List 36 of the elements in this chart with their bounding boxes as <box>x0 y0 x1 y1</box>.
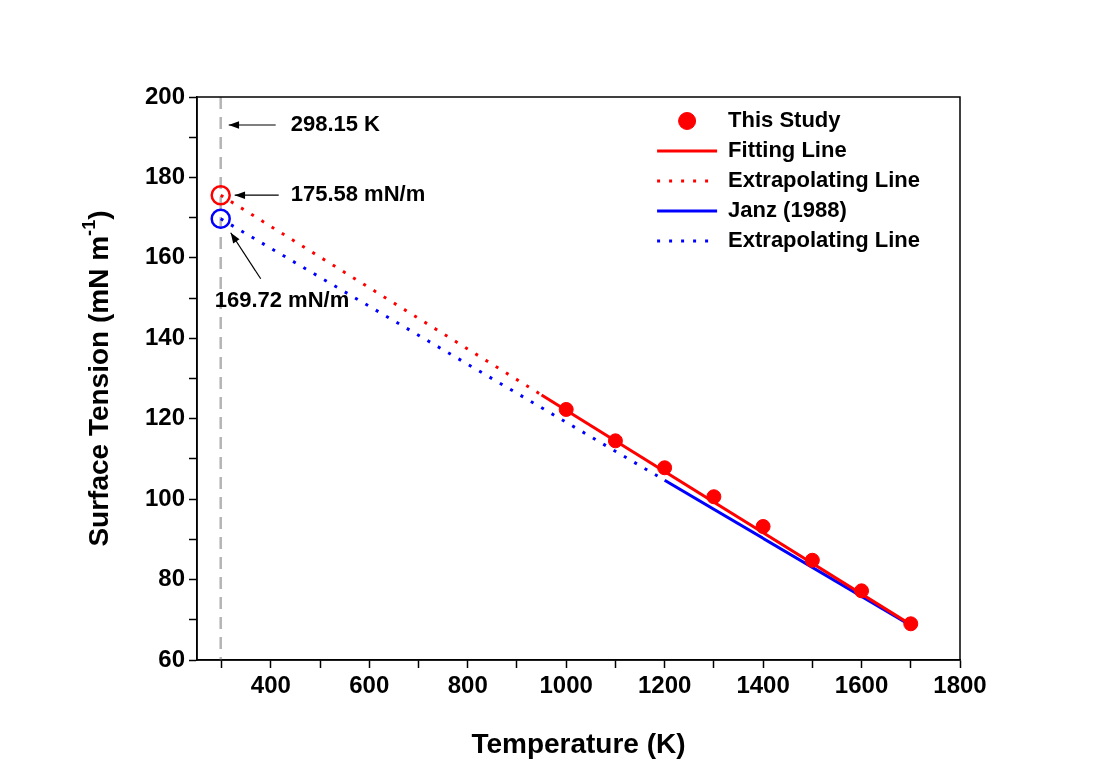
x-tick-label: 1600 <box>834 671 889 699</box>
x-tick-label: 1000 <box>539 671 593 699</box>
y-tick-label: 100 <box>144 483 185 511</box>
y-tick-label: 140 <box>144 322 185 350</box>
y-tick-label: 180 <box>144 162 185 190</box>
point <box>854 583 870 599</box>
x-axis-title: Temperature (K) <box>471 727 686 759</box>
annotation: 169.72 mN/m <box>214 286 350 312</box>
point <box>804 552 820 568</box>
point <box>903 616 919 632</box>
annotation: 175.58 mN/m <box>290 181 426 207</box>
x-tick-label: 1400 <box>736 671 790 699</box>
x-tick-label: 1200 <box>637 671 692 699</box>
y-tick-label: 120 <box>144 403 185 431</box>
y-tick-label: 80 <box>158 564 185 592</box>
x-tick-label: 1800 <box>933 671 987 699</box>
point <box>558 401 574 417</box>
point <box>607 433 623 449</box>
point <box>210 184 231 206</box>
x-tick-label: 800 <box>447 671 488 699</box>
legend-label: Extrapolating Line <box>728 227 921 253</box>
x-tick-label: 400 <box>250 671 291 699</box>
x-tick-label: 600 <box>349 671 390 699</box>
y-tick-label: 200 <box>144 81 185 109</box>
legend-label: Extrapolating Line <box>728 167 921 193</box>
legend-label: Janz (1988) <box>728 197 847 223</box>
point <box>706 489 722 505</box>
y-tick-label: 60 <box>158 644 185 672</box>
point <box>755 518 771 534</box>
y-axis-title: Surface Tension (mN m-1) <box>79 210 114 547</box>
y-tick-label: 160 <box>144 242 185 270</box>
legend-label: Fitting Line <box>728 137 847 163</box>
point <box>657 460 673 476</box>
legend-label: This Study <box>728 107 842 133</box>
point <box>210 208 231 230</box>
ref-line-label: 298.15 K <box>290 111 381 137</box>
